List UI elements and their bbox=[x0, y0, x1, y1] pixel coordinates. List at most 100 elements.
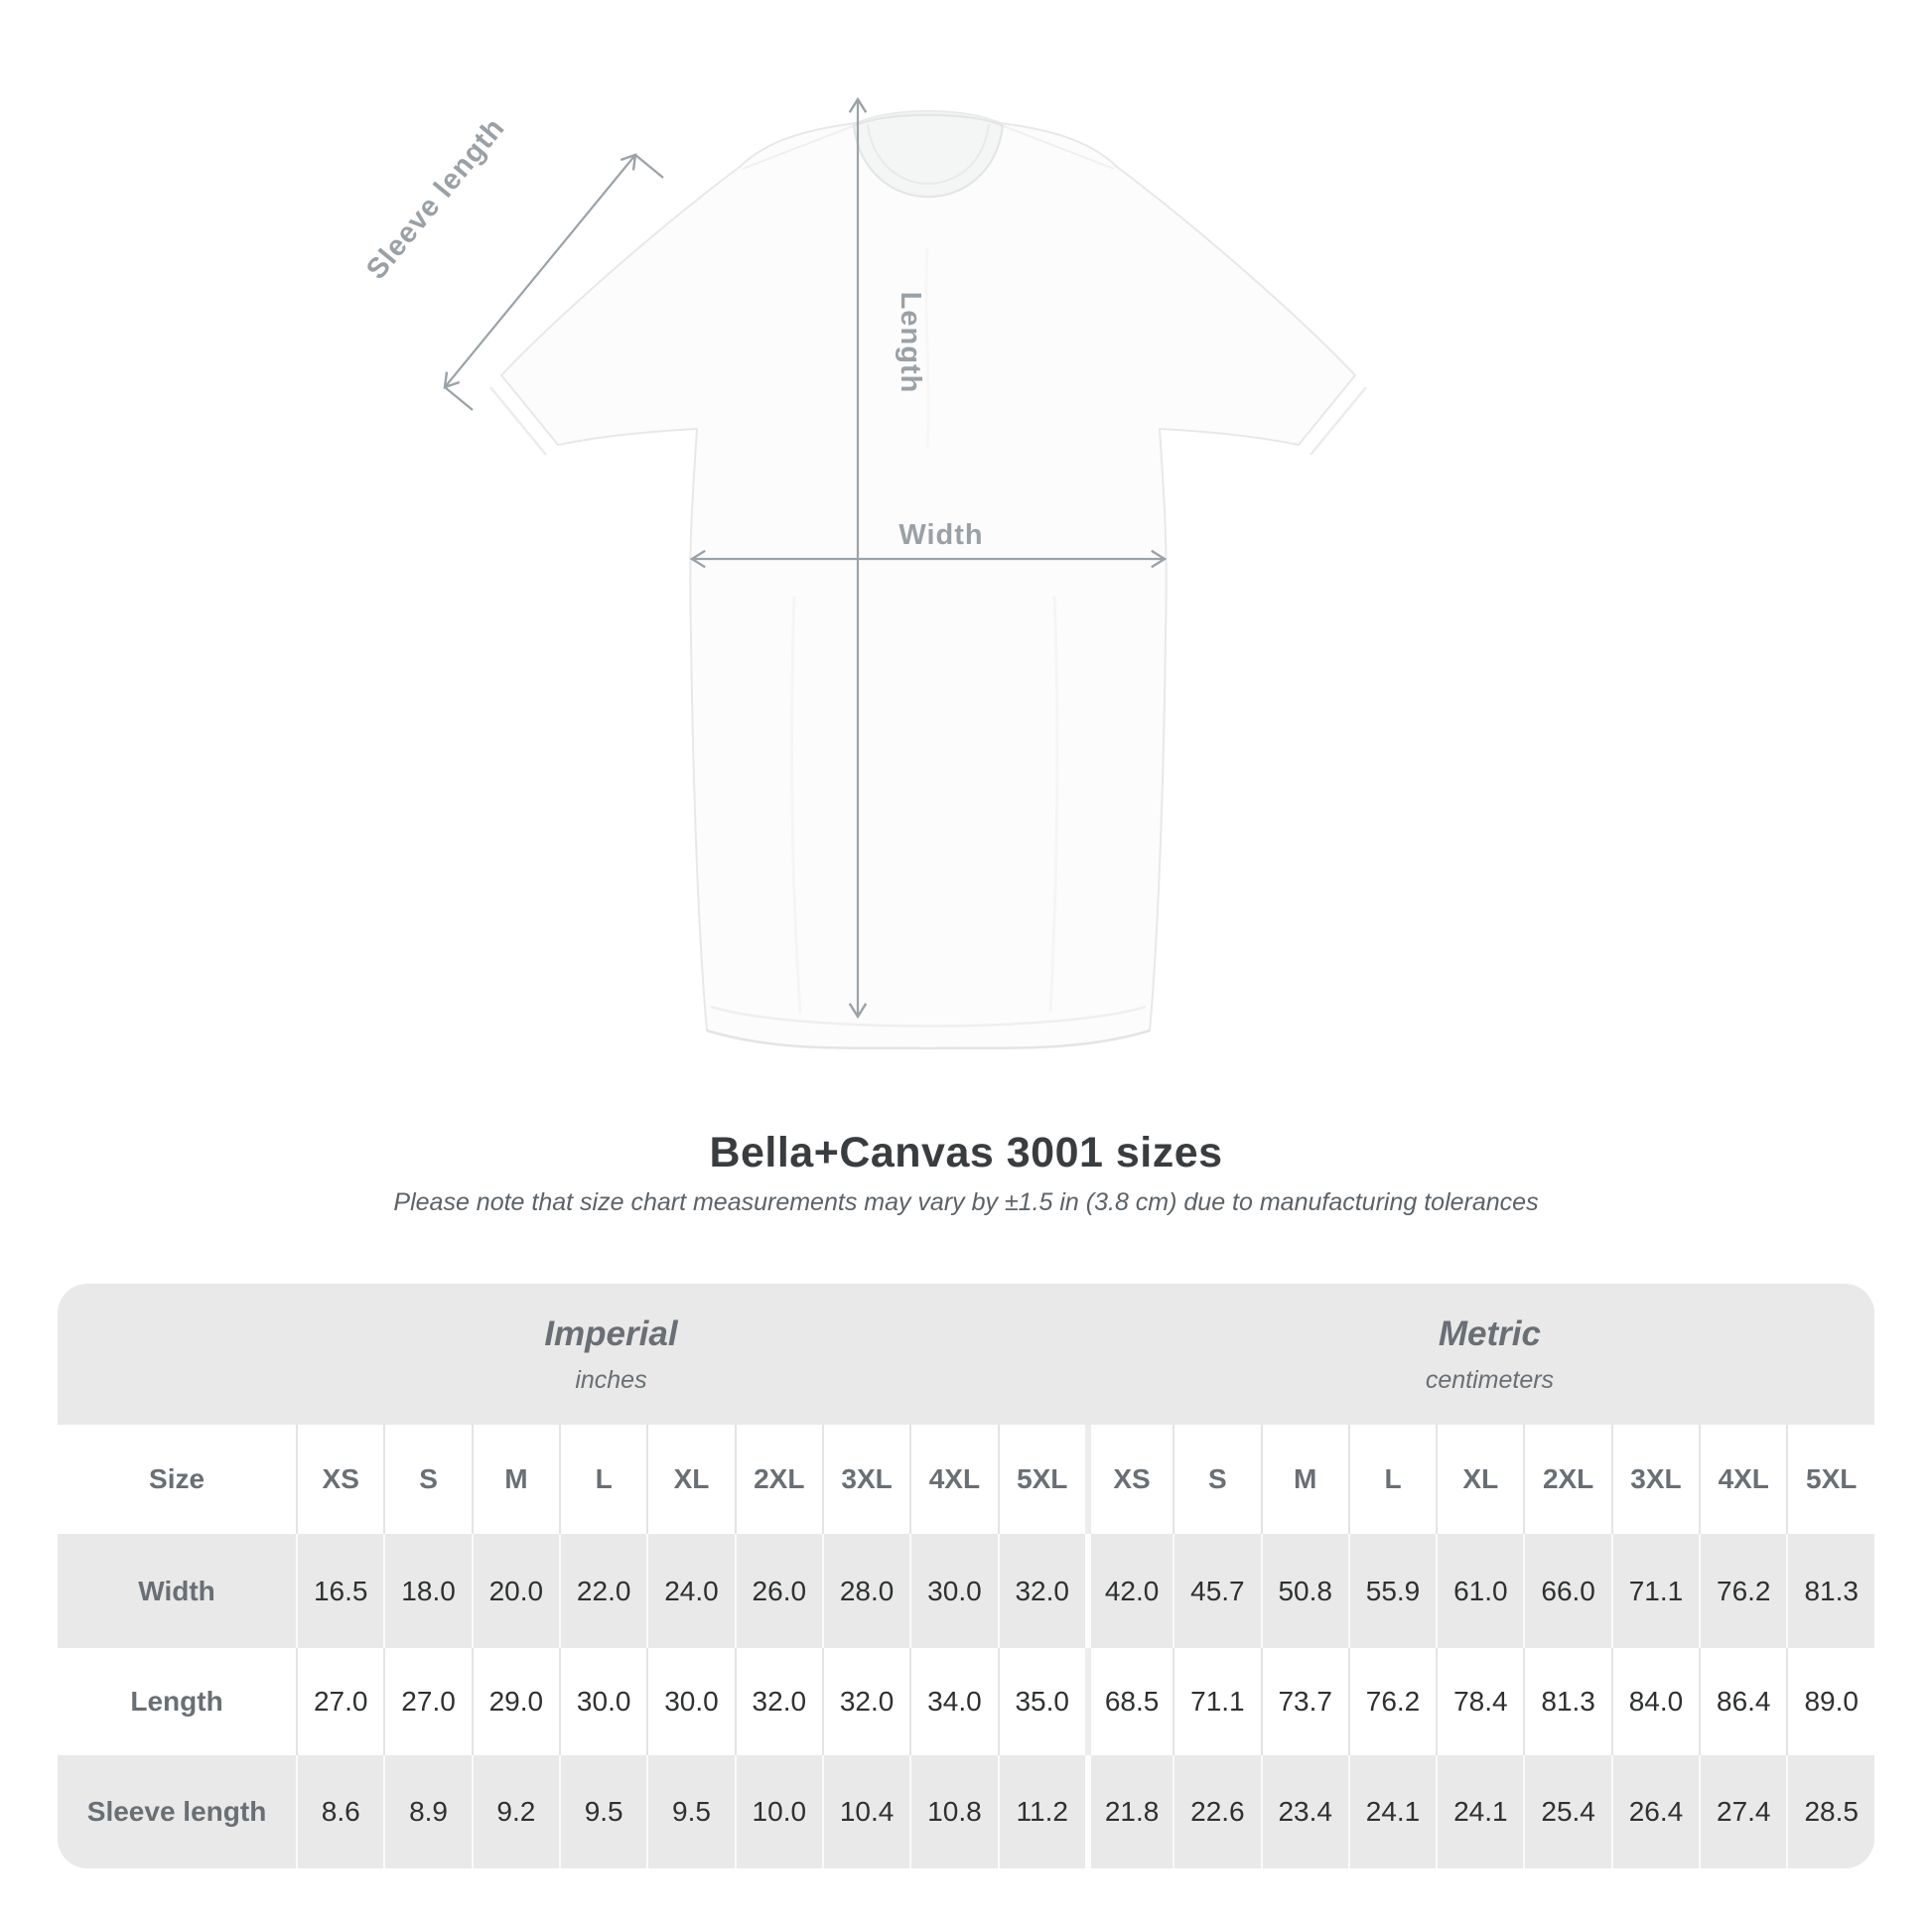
sleeve-imperial-4xl: 10.8 bbox=[909, 1755, 998, 1868]
sleeve-imperial-l: 9.5 bbox=[559, 1755, 647, 1868]
imperial-header: Imperial inches bbox=[58, 1284, 1085, 1425]
sleeve-metric-m: 23.4 bbox=[1260, 1755, 1348, 1868]
length-metric-s: 71.1 bbox=[1173, 1648, 1261, 1755]
size-header-metric-3xl: 3XL bbox=[1610, 1425, 1700, 1534]
length-imperial-4xl: 34.0 bbox=[909, 1648, 998, 1755]
length-row-label: Length bbox=[58, 1648, 297, 1755]
size-header-row: Size XS S M L XL 2XL 3XL 4XL 5XL XS S M … bbox=[58, 1425, 1874, 1534]
sleeve-imperial-3xl: 10.4 bbox=[821, 1755, 910, 1868]
length-metric-l: 76.2 bbox=[1347, 1648, 1437, 1755]
length-imperial-xl: 30.0 bbox=[646, 1648, 735, 1755]
dimension-arrows bbox=[443, 96, 1168, 1020]
sleeve-metric-l: 24.1 bbox=[1347, 1755, 1437, 1868]
width-imperial-2xl: 26.0 bbox=[734, 1534, 822, 1648]
length-metric-3xl: 84.0 bbox=[1610, 1648, 1700, 1755]
length-metric-2xl: 81.3 bbox=[1523, 1648, 1611, 1755]
tshirt-measurement-diagram: Sleeve length Length Width bbox=[360, 96, 1367, 1050]
sleeve-metric-s: 22.6 bbox=[1173, 1755, 1261, 1868]
size-header-metric-xs: XS bbox=[1084, 1425, 1173, 1534]
width-row: Width 16.5 18.0 20.0 22.0 24.0 26.0 28.0… bbox=[58, 1534, 1874, 1648]
page-subtitle: Please note that size chart measurements… bbox=[393, 1188, 1539, 1216]
width-metric-4xl: 76.2 bbox=[1699, 1534, 1787, 1648]
width-imperial-l: 22.0 bbox=[559, 1534, 647, 1648]
width-imperial-5xl: 32.0 bbox=[997, 1534, 1085, 1648]
length-imperial-xs: 27.0 bbox=[296, 1648, 384, 1755]
size-corner-header: Size bbox=[58, 1425, 297, 1534]
size-table-container: Imperial inches Metric centimeters Size … bbox=[58, 1284, 1874, 1868]
width-metric-l: 55.9 bbox=[1347, 1534, 1437, 1648]
size-header-imperial-m: M bbox=[471, 1425, 560, 1534]
length-metric-m: 73.7 bbox=[1260, 1648, 1348, 1755]
length-imperial-2xl: 32.0 bbox=[734, 1648, 822, 1755]
sleeve-imperial-xl: 9.5 bbox=[646, 1755, 735, 1868]
sleeve-imperial-xs: 8.6 bbox=[296, 1755, 384, 1868]
length-metric-4xl: 86.4 bbox=[1699, 1648, 1787, 1755]
size-header-imperial-l: L bbox=[559, 1425, 647, 1534]
length-label: Length bbox=[895, 292, 926, 394]
width-metric-2xl: 66.0 bbox=[1523, 1534, 1611, 1648]
sleeve-imperial-5xl: 11.2 bbox=[997, 1755, 1085, 1868]
size-table: Imperial inches Metric centimeters Size … bbox=[58, 1284, 1874, 1868]
tshirt-image bbox=[489, 110, 1367, 1050]
size-header-imperial-s: S bbox=[383, 1425, 472, 1534]
sleeve-imperial-m: 9.2 bbox=[471, 1755, 560, 1868]
sleeve-metric-4xl: 27.4 bbox=[1699, 1755, 1787, 1868]
width-metric-xs: 42.0 bbox=[1084, 1534, 1173, 1648]
size-header-imperial-xl: XL bbox=[646, 1425, 735, 1534]
metric-header: Metric centimeters bbox=[1084, 1284, 1874, 1425]
width-imperial-m: 20.0 bbox=[471, 1534, 560, 1648]
length-imperial-m: 29.0 bbox=[471, 1648, 560, 1755]
width-row-label: Width bbox=[58, 1534, 297, 1648]
length-imperial-5xl: 35.0 bbox=[997, 1648, 1085, 1755]
metric-label: Metric bbox=[1438, 1313, 1541, 1353]
size-header-imperial-4xl: 4XL bbox=[909, 1425, 998, 1534]
length-imperial-3xl: 32.0 bbox=[821, 1648, 910, 1755]
sleeve-length-row: Sleeve length 8.6 8.9 9.2 9.5 9.5 10.0 1… bbox=[58, 1755, 1874, 1868]
width-imperial-xs: 16.5 bbox=[296, 1534, 384, 1648]
size-header-metric-2xl: 2XL bbox=[1523, 1425, 1611, 1534]
width-metric-xl: 61.0 bbox=[1436, 1534, 1524, 1648]
length-metric-xl: 78.4 bbox=[1436, 1648, 1524, 1755]
title-block: Bella+Canvas 3001 sizes Please note that… bbox=[0, 1130, 1932, 1217]
length-imperial-l: 30.0 bbox=[559, 1648, 647, 1755]
width-imperial-s: 18.0 bbox=[383, 1534, 472, 1648]
sleeve-metric-xs: 21.8 bbox=[1084, 1755, 1173, 1868]
width-metric-s: 45.7 bbox=[1173, 1534, 1261, 1648]
sleeve-metric-2xl: 25.4 bbox=[1523, 1755, 1611, 1868]
size-header-imperial-3xl: 3XL bbox=[821, 1425, 910, 1534]
width-imperial-3xl: 28.0 bbox=[821, 1534, 910, 1648]
sleeve-imperial-2xl: 10.0 bbox=[734, 1755, 822, 1868]
page-title: Bella+Canvas 3001 sizes bbox=[709, 1129, 1223, 1176]
size-header-imperial-xs: XS bbox=[296, 1425, 384, 1534]
length-row: Length 27.0 27.0 29.0 30.0 30.0 32.0 32.… bbox=[58, 1648, 1874, 1755]
sleeve-metric-xl: 24.1 bbox=[1436, 1755, 1524, 1868]
size-header-metric-s: S bbox=[1173, 1425, 1261, 1534]
imperial-unit: inches bbox=[575, 1365, 647, 1394]
unit-header-row: Imperial inches Metric centimeters bbox=[58, 1284, 1874, 1425]
size-header-metric-4xl: 4XL bbox=[1699, 1425, 1787, 1534]
imperial-label: Imperial bbox=[544, 1313, 678, 1353]
width-metric-5xl: 81.3 bbox=[1786, 1534, 1874, 1648]
metric-unit: centimeters bbox=[1425, 1365, 1555, 1394]
width-metric-3xl: 71.1 bbox=[1610, 1534, 1700, 1648]
sleeve-row-label: Sleeve length bbox=[58, 1755, 297, 1868]
sleeve-length-arrow bbox=[443, 153, 664, 411]
sleeve-imperial-s: 8.9 bbox=[383, 1755, 472, 1868]
width-imperial-4xl: 30.0 bbox=[909, 1534, 998, 1648]
size-header-metric-m: M bbox=[1260, 1425, 1348, 1534]
length-metric-5xl: 89.0 bbox=[1786, 1648, 1874, 1755]
width-imperial-xl: 24.0 bbox=[646, 1534, 735, 1648]
width-metric-m: 50.8 bbox=[1260, 1534, 1348, 1648]
size-header-metric-l: L bbox=[1347, 1425, 1437, 1534]
sleeve-length-label: Sleeve length bbox=[360, 112, 511, 286]
size-header-imperial-5xl: 5XL bbox=[997, 1425, 1085, 1534]
sleeve-metric-3xl: 26.4 bbox=[1610, 1755, 1700, 1868]
length-metric-xs: 68.5 bbox=[1084, 1648, 1173, 1755]
size-header-metric-xl: XL bbox=[1436, 1425, 1524, 1534]
width-label: Width bbox=[898, 519, 983, 551]
size-header-metric-5xl: 5XL bbox=[1786, 1425, 1874, 1534]
sleeve-metric-5xl: 28.5 bbox=[1786, 1755, 1874, 1868]
length-imperial-s: 27.0 bbox=[383, 1648, 472, 1755]
size-header-imperial-2xl: 2XL bbox=[734, 1425, 822, 1534]
